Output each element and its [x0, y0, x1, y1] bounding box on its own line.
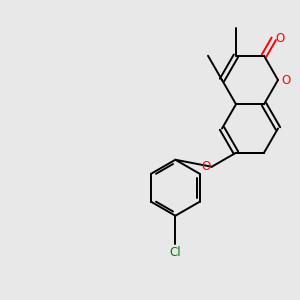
Text: O: O [281, 74, 290, 86]
Text: Cl: Cl [169, 246, 181, 259]
Text: O: O [276, 32, 285, 45]
Text: O: O [202, 160, 211, 173]
